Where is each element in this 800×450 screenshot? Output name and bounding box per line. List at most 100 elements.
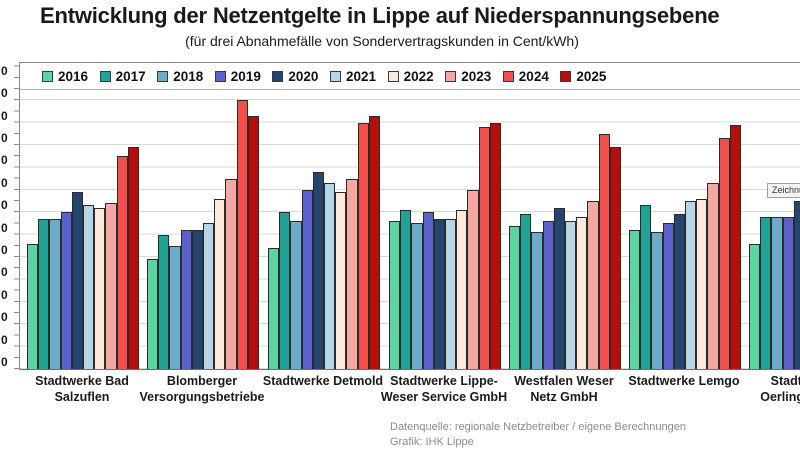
legend-item-2025: 2025: [560, 68, 606, 84]
legend-swatch-icon: [99, 70, 111, 82]
bar-2024: [598, 133, 610, 369]
bar-2020: [673, 214, 685, 369]
bar-2024: [357, 122, 369, 369]
legend-item-2021: 2021: [330, 68, 376, 84]
y-axis-label: 0: [1, 355, 8, 369]
bar-2020: [312, 171, 324, 369]
bar-2022: [94, 207, 106, 369]
y-axis-minor-ticks: [14, 62, 19, 369]
bar-2020: [553, 207, 565, 369]
bar-2021: [445, 218, 457, 369]
bar-2024: [718, 138, 730, 369]
bar-2021: [203, 223, 215, 369]
bar-2016: [629, 230, 641, 369]
y-axis-label: 0: [1, 220, 8, 235]
y-axis-label: 0: [1, 198, 8, 213]
legend-year-label: 2017: [115, 68, 146, 84]
x-axis-label-line: Netz GmbH: [530, 389, 598, 404]
bar-2017: [38, 218, 50, 369]
legend-item-2019: 2019: [214, 68, 261, 84]
legend-year-label: 2022: [403, 68, 434, 84]
bar-2018: [290, 221, 302, 369]
x-axis-label-line: Oerlinghausen: [760, 389, 800, 404]
legend-year-label: 2019: [230, 68, 261, 84]
legend-item-2018: 2018: [157, 68, 203, 84]
x-axis-label-line: Stadtwerke Lemgo: [628, 374, 740, 388]
x-axis-label-line: Stadtwerke Bad: [35, 374, 129, 388]
bar-2023: [346, 178, 358, 369]
legend-swatch-icon: [560, 70, 572, 82]
bar-2020: [71, 192, 83, 369]
y-axis-label: 0: [1, 265, 8, 280]
bar-2025: [127, 147, 139, 369]
x-axis-label-line: Versorgungsbetriebe: [139, 389, 265, 404]
legend-swatch-icon: [330, 70, 341, 82]
bar-2016: [749, 243, 761, 369]
legend-swatch-icon: [387, 70, 399, 82]
bar-2017: [400, 209, 412, 369]
legend-item-2016: 2016: [42, 68, 88, 84]
legend-year-label: 2023: [461, 68, 492, 84]
x-axis-label: StadtwerkeOerlinghausen: [724, 374, 800, 405]
y-axis-label: 0: [1, 175, 8, 190]
legend-item-2020: 2020: [272, 68, 318, 84]
bar-2018: [651, 232, 663, 369]
bar-2018: [411, 223, 423, 369]
bar-2016: [27, 243, 39, 369]
bar-2022: [335, 192, 347, 369]
legend-year-label: 2016: [58, 68, 89, 84]
bar-2018: [531, 232, 543, 369]
x-axis-label-line: Salzuflen: [54, 389, 110, 404]
bar-2019: [301, 189, 313, 369]
x-axis-label: Blomberger Versorgungsbetriebe: [122, 374, 282, 405]
legend-swatch-icon: [42, 70, 53, 82]
bar-2019: [60, 212, 72, 369]
legend-swatch-icon: [157, 70, 169, 82]
bar-2024: [236, 100, 248, 369]
bar-2020: [433, 218, 445, 369]
bar-2016: [147, 259, 159, 369]
x-axis-label-line: Stadtwerke Lippe-: [390, 374, 498, 388]
bar-2021: [565, 221, 577, 369]
data-source-note: Datenquelle: regionale Netzbetreiber / e…: [390, 421, 686, 433]
y-axis-label: 0: [1, 287, 8, 302]
legend-item-2017: 2017: [99, 68, 146, 84]
y-axis-label: 0: [1, 63, 8, 78]
legend-year-label: 2025: [576, 68, 607, 84]
legend-swatch-icon: [272, 70, 284, 82]
chart-subtitle: (für drei Abnahmefälle von Sondervertrag…: [185, 33, 579, 49]
bar-2024: [478, 127, 490, 369]
bar-2017: [760, 216, 772, 369]
bar-2023: [707, 183, 719, 369]
bar-2017: [520, 214, 532, 369]
plot-area-tooltip: Zeichnungsfläche: [767, 183, 800, 198]
x-axis-label-line: Stadtwerke: [770, 374, 800, 388]
bar-2018: [771, 216, 783, 369]
bar-2018: [169, 245, 181, 369]
x-axis-label: Stadtwerke Detmold: [243, 374, 403, 390]
bar-2025: [729, 124, 741, 369]
bar-2016: [389, 221, 401, 369]
legend-year-label: 2024: [518, 68, 549, 84]
bar-2021: [83, 205, 95, 369]
x-axis-label: Stadtwerke Lippe- Weser Service GmbH: [364, 374, 524, 405]
y-axis-label: 0: [1, 108, 8, 123]
bar-2016: [268, 248, 280, 369]
bar-2023: [225, 178, 237, 369]
y-axis-label: 0: [1, 86, 8, 101]
x-axis-label-line: Weser Service GmbH: [380, 389, 508, 404]
bar-2023: [587, 201, 599, 369]
legend-swatch-icon: [445, 70, 457, 82]
x-axis-label-line: Westfalen Weser: [514, 374, 614, 388]
y-axis-label: 0: [1, 243, 8, 257]
y-axis-label: 0: [1, 153, 8, 168]
bar-2016: [509, 225, 521, 369]
legend-swatch-icon: [502, 70, 514, 82]
legend-item-2023: 2023: [445, 68, 491, 84]
bar-2019: [782, 216, 794, 369]
legend-item-2024: 2024: [502, 68, 549, 84]
x-axis-label: Westfalen Weser Netz GmbH: [484, 374, 644, 405]
legend: 2016 2017 2018 2019 2020 2021 2022 2023 2024 2025: [20, 63, 800, 90]
bar-2017: [279, 212, 291, 369]
